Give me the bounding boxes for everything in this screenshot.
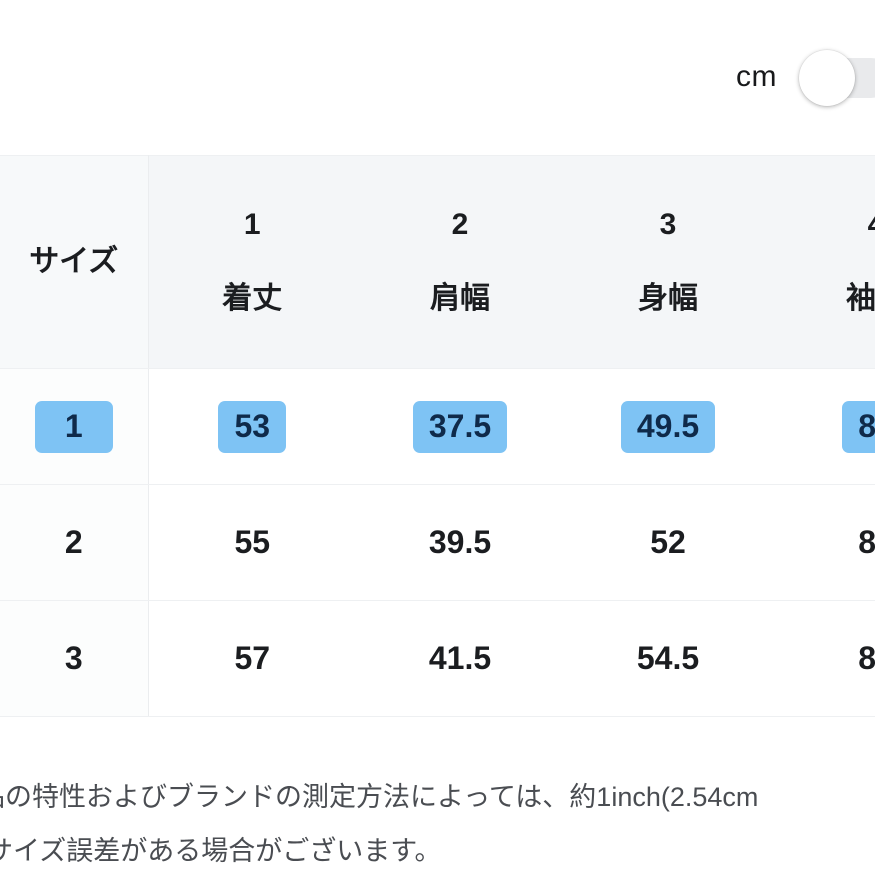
unit-toggle-bar: cm [0,0,875,155]
measurement-note: 品の特性およびブランドの測定方法によっては、約1inch(2.54cm サイズ誤… [0,770,875,878]
table-body: 1 53 37.5 49.5 82 2 55 39.5 52 84 3 57 [0,368,875,717]
column-header-1-label: 着丈 [222,282,283,315]
column-header-4: 4 袖丈 [772,155,875,369]
column-header-2: 2 肩幅 [356,155,564,369]
table-row: 1 53 37.5 49.5 82 [0,368,875,485]
row-value-cell: 41.5 [356,600,564,717]
column-header-3-number: 3 [659,208,677,241]
selection-highlight: 49.5 [620,400,716,453]
column-header-1-number: 1 [243,208,261,241]
selection-highlight: 37.5 [412,400,508,453]
selection-highlight: 53 [218,400,287,453]
size-chart-table: サイズ 1 着丈 2 肩幅 3 身幅 4 袖丈 1 [0,155,875,717]
column-header-3: 3 身幅 [564,155,772,369]
row-size-cell: 2 [0,484,149,601]
table-header-row: サイズ 1 着丈 2 肩幅 3 身幅 4 袖丈 [0,155,875,369]
row-value-cell: 54.5 [564,600,772,717]
row-value-cell: 55 [148,484,356,601]
column-header-size: サイズ [0,155,149,369]
row-value-cell: 85 [772,600,875,717]
column-header-4-label: 袖丈 [846,282,875,315]
column-header-4-number: 4 [772,210,875,240]
table-header: サイズ 1 着丈 2 肩幅 3 身幅 4 袖丈 [0,155,875,369]
row-size-cell: 1 [0,368,149,485]
selection-highlight: 82 [842,400,875,453]
column-header-2-number: 2 [451,208,469,241]
row-value-cell: 37.5 [356,368,564,485]
row-value-cell: 53 [148,368,356,485]
row-value-cell: 82 [772,368,875,485]
toggle-knob[interactable] [799,49,855,106]
row-value-cell: 52 [564,484,772,601]
column-header-2-label: 肩幅 [430,282,490,315]
measurement-note-line-1: 品の特性およびブランドの測定方法によっては、約1inch(2.54cm [0,782,759,812]
table-row: 2 55 39.5 52 84 [0,484,875,601]
row-size-cell: 3 [0,600,149,717]
column-header-3-label: 身幅 [638,282,698,315]
row-value-cell: 57 [148,600,356,717]
column-header-size-label: サイズ [29,245,119,278]
row-value-cell: 39.5 [356,484,564,601]
measurement-note-line-2: サイズ誤差がある場合がございます。 [0,836,442,866]
row-value-cell: 84 [772,484,875,601]
row-value-cell: 49.5 [564,368,772,485]
selection-highlight: 1 [34,400,113,453]
table-row: 3 57 41.5 54.5 85 [0,600,875,717]
column-header-1: 1 着丈 [148,155,356,369]
unit-label: cm [736,59,777,93]
unit-toggle-switch[interactable] [799,49,875,106]
